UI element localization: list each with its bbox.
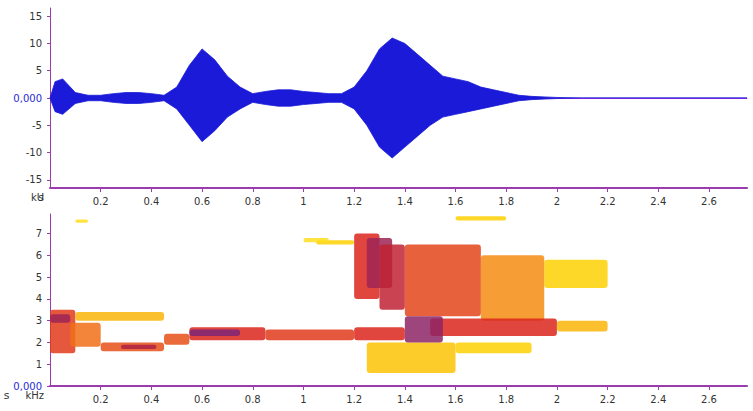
svg-text:1.8: 1.8 bbox=[498, 394, 514, 405]
svg-text:0.8: 0.8 bbox=[245, 394, 261, 405]
svg-text:-5: -5 bbox=[32, 120, 42, 131]
svg-text:1.4: 1.4 bbox=[397, 394, 413, 405]
svg-text:1.8: 1.8 bbox=[498, 196, 514, 207]
svg-text:10: 10 bbox=[29, 38, 42, 49]
svg-text:1.2: 1.2 bbox=[346, 196, 362, 207]
svg-text:7: 7 bbox=[36, 228, 42, 239]
svg-text:5: 5 bbox=[36, 65, 42, 76]
svg-text:1: 1 bbox=[300, 196, 306, 207]
svg-text:2.6: 2.6 bbox=[701, 196, 717, 207]
svg-text:2.6: 2.6 bbox=[701, 394, 717, 405]
svg-text:s: s bbox=[38, 191, 44, 204]
svg-text:2: 2 bbox=[554, 196, 560, 207]
svg-text:6: 6 bbox=[36, 250, 42, 261]
svg-text:2.2: 2.2 bbox=[600, 196, 616, 207]
svg-text:15: 15 bbox=[29, 11, 42, 22]
svg-text:0.6: 0.6 bbox=[194, 394, 210, 405]
svg-text:2: 2 bbox=[554, 394, 560, 405]
svg-text:0,000: 0,000 bbox=[13, 93, 42, 104]
svg-text:s: s bbox=[4, 389, 10, 402]
svg-text:1: 1 bbox=[36, 359, 42, 370]
svg-text:2.2: 2.2 bbox=[600, 394, 616, 405]
svg-text:-10: -10 bbox=[26, 147, 42, 158]
svg-text:-15: -15 bbox=[26, 174, 42, 185]
svg-text:1.6: 1.6 bbox=[448, 394, 464, 405]
svg-text:1.2: 1.2 bbox=[346, 394, 362, 405]
svg-text:0.4: 0.4 bbox=[143, 394, 159, 405]
svg-text:1.4: 1.4 bbox=[397, 196, 413, 207]
svg-text:0.2: 0.2 bbox=[93, 196, 109, 207]
svg-text:1: 1 bbox=[300, 394, 306, 405]
svg-text:0.2: 0.2 bbox=[93, 394, 109, 405]
svg-text:2.4: 2.4 bbox=[650, 196, 666, 207]
svg-text:0.4: 0.4 bbox=[143, 196, 159, 207]
svg-text:0,000: 0,000 bbox=[13, 381, 42, 392]
svg-text:kHz: kHz bbox=[25, 390, 44, 401]
svg-text:4: 4 bbox=[36, 293, 42, 304]
svg-text:3: 3 bbox=[36, 315, 42, 326]
svg-text:0.8: 0.8 bbox=[245, 196, 261, 207]
svg-text:5: 5 bbox=[36, 272, 42, 283]
svg-text:0.6: 0.6 bbox=[194, 196, 210, 207]
svg-text:1.6: 1.6 bbox=[448, 196, 464, 207]
svg-text:2: 2 bbox=[36, 337, 42, 348]
svg-text:2.4: 2.4 bbox=[650, 394, 666, 405]
